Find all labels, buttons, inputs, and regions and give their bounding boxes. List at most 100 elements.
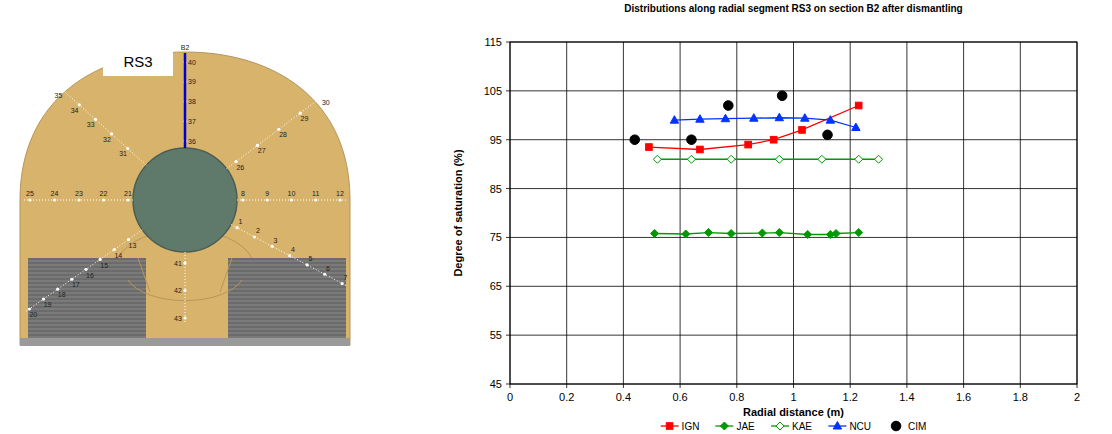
radial-segment: 2122232425: [24, 190, 133, 202]
tick-label-y: 105: [484, 85, 502, 97]
legend-marker: [891, 421, 901, 431]
hatch: [228, 293, 346, 294]
series-line: [649, 106, 859, 150]
sensor-point: [99, 258, 102, 261]
tick-y: [506, 42, 510, 43]
grid-line-x: [906, 42, 907, 384]
data-point: [801, 114, 809, 122]
data-point: [799, 127, 806, 134]
tick-y: [506, 188, 510, 189]
tick-x: [1077, 384, 1078, 388]
data-point: [727, 155, 735, 163]
hatch: [28, 289, 146, 290]
legend: IGNJAEKAENCUCIM: [661, 421, 927, 432]
highlight-segment: [184, 53, 187, 148]
sensor-label: 34: [71, 107, 79, 114]
sensor-label: 28: [279, 131, 287, 138]
sensor-point: [28, 307, 31, 310]
sensor-point: [28, 198, 31, 201]
data-point: [750, 114, 758, 122]
hatch: [228, 289, 346, 290]
hatch: [228, 313, 346, 314]
tick-x: [906, 384, 907, 388]
radial-segment: 2627282930: [227, 93, 330, 170]
data-point: [745, 141, 752, 148]
tick-x: [793, 384, 794, 388]
tick-label-x: 0.6: [672, 391, 687, 403]
data-point: [852, 123, 860, 131]
segment-line: [59, 86, 147, 165]
legend-label: IGN: [682, 421, 700, 432]
hatch: [28, 285, 146, 286]
sensor-point: [84, 268, 87, 271]
tick-label-y: 45: [490, 378, 502, 390]
sensor-label: 9: [265, 190, 269, 197]
hatch: [28, 265, 146, 266]
hatch: [28, 337, 146, 338]
data-point: [696, 115, 704, 123]
sensor-label: 37: [188, 118, 196, 125]
hatch: [228, 317, 346, 318]
data-point: [670, 116, 678, 124]
data-point: [775, 155, 783, 163]
grid-line-x: [566, 42, 567, 384]
sensor-label: 17: [72, 281, 80, 288]
data-group: [630, 91, 883, 239]
hatch: [228, 277, 346, 278]
data-point: [727, 230, 735, 238]
sensor-label: 43: [174, 315, 182, 322]
sensor-label: 29: [301, 115, 309, 122]
section-diagram: 3637383940262728293089101112123456741424…: [20, 44, 350, 346]
sensor-point: [306, 263, 309, 266]
sensor-label: 20: [29, 311, 37, 318]
sensor-point: [126, 198, 129, 201]
sensor-label: 32: [103, 136, 111, 143]
tick-x: [1020, 384, 1021, 388]
hatch: [28, 329, 146, 330]
sensor-label: 23: [75, 190, 83, 197]
data-point: [804, 230, 812, 238]
tick-label-x: 1: [790, 391, 796, 403]
sensor-point: [338, 198, 341, 201]
hatch: [228, 305, 346, 306]
legend-marker: [720, 422, 728, 430]
radial-segment: 1314151617181920: [24, 230, 142, 318]
sensor-label: 35: [55, 92, 63, 99]
sensor-point: [42, 297, 45, 300]
sensor-label: 26: [236, 164, 244, 171]
legend-marker: [666, 423, 673, 430]
legend-label: NCU: [849, 421, 871, 432]
data-point: [855, 229, 863, 237]
sensor-label: 14: [114, 252, 122, 259]
sensor-label: 3: [273, 237, 277, 244]
sensor-label: 6: [326, 265, 330, 272]
data-point: [646, 144, 653, 151]
sensor-point: [341, 282, 344, 285]
legend-item: NCU: [828, 421, 871, 432]
hatch: [228, 261, 346, 262]
data-point: [832, 230, 840, 238]
hatch: [28, 333, 146, 334]
data-point: [721, 114, 729, 122]
sensor-label: 15: [100, 262, 108, 269]
sensor-label: 22: [100, 190, 108, 197]
radial-segment: 3132333435: [55, 86, 147, 165]
segment-line: [231, 224, 348, 286]
grid-line-x: [680, 42, 681, 384]
sensor-label: 1: [238, 218, 242, 225]
legend-item: IGN: [661, 421, 700, 432]
legend-label: KAE: [792, 421, 812, 432]
sensor-point: [290, 198, 293, 201]
series-ncu: [670, 113, 860, 130]
data-point: [775, 113, 783, 121]
radial-segment: 89101112: [237, 190, 346, 202]
grid-line-y: [510, 90, 1077, 91]
hatch: [228, 337, 346, 338]
tick-label-x: 1.8: [1013, 391, 1028, 403]
segment-line: [24, 230, 142, 313]
sensor-label: 38: [188, 98, 196, 105]
data-point: [777, 91, 787, 101]
tick-y: [506, 286, 510, 287]
sensor-point: [183, 289, 186, 292]
sensor-point: [127, 238, 130, 241]
